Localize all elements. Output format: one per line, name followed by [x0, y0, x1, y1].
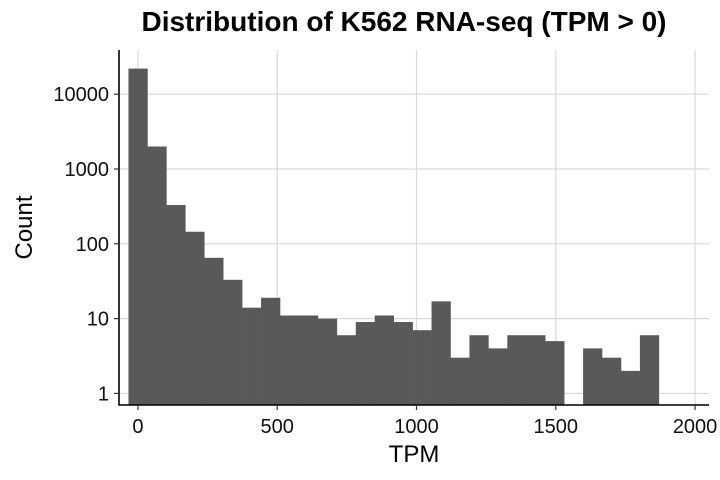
- y-tick-label: 1000: [65, 159, 110, 181]
- histogram-bar: [317, 318, 338, 405]
- histogram-bar: [393, 322, 413, 405]
- chart-title: Distribution of K562 RNA-seq (TPM > 0): [141, 6, 667, 37]
- y-tick-label: 10000: [53, 84, 109, 106]
- histogram-bar: [620, 370, 641, 405]
- histogram-bar: [639, 335, 660, 405]
- x-tick-label: 1000: [394, 416, 439, 438]
- x-axis-title: TPM: [389, 441, 440, 468]
- histogram-bars: [128, 68, 660, 405]
- histogram-bar: [450, 357, 470, 405]
- histogram-bar: [507, 335, 527, 405]
- x-tick-label: 1500: [534, 416, 579, 438]
- histogram-bar: [261, 297, 281, 405]
- histogram-bar: [488, 348, 508, 405]
- y-tick-label: 10: [87, 309, 109, 331]
- x-tick-label: 500: [261, 416, 294, 438]
- histogram-bar: [602, 357, 622, 405]
- axes: [118, 50, 709, 406]
- histogram-bar: [412, 330, 432, 405]
- histogram-bar: [298, 315, 319, 405]
- y-tick-label: 1: [98, 383, 109, 405]
- x-axis-ticks: 0 500 1000 1500 2000: [132, 405, 717, 438]
- y-tick-label: 100: [76, 234, 109, 256]
- x-tick-label: 2000: [673, 416, 718, 438]
- y-axis-ticks: 1 10 100 1000 10000: [53, 84, 119, 405]
- histogram-bar: [583, 348, 603, 405]
- y-axis-title: Count: [11, 195, 38, 259]
- histogram-bar: [545, 341, 565, 405]
- histogram-bar: [223, 279, 243, 405]
- histogram-bar: [526, 335, 546, 405]
- histogram-bar: [431, 301, 451, 405]
- histogram-bar: [242, 307, 262, 405]
- histogram-bar: [166, 205, 186, 405]
- histogram-bar: [128, 68, 148, 405]
- histogram-bar: [147, 146, 167, 405]
- histogram-bar: [336, 335, 357, 405]
- histogram-bar: [469, 335, 489, 405]
- histogram-bar: [374, 315, 394, 405]
- histogram-bar: [204, 257, 224, 405]
- histogram-bar: [355, 322, 376, 405]
- histogram-bar: [185, 231, 205, 405]
- histogram-bar: [280, 315, 300, 405]
- x-tick-label: 0: [132, 416, 143, 438]
